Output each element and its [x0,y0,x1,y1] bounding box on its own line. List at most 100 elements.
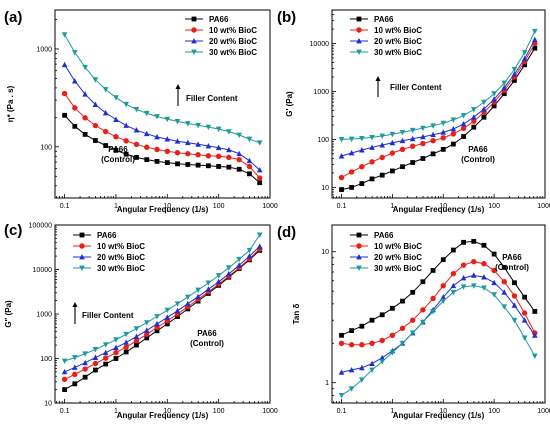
x-tick-label: 1 [114,408,118,415]
data-point [246,163,253,170]
annotation-control-label: (Control) [101,155,135,164]
data-point [123,101,129,108]
legend-entry: PA66 [209,15,229,24]
data-point [195,162,201,168]
data-point [491,279,497,286]
y-tick-label: 1 [325,380,329,387]
data-point [450,117,457,123]
data-point [420,156,426,161]
data-point [133,333,140,340]
data-point [440,298,447,305]
data-point [154,320,160,327]
data-point [399,130,406,136]
y-tick-label: 100 [40,356,52,363]
annotation-filler-content: Filler Content [82,311,134,320]
data-point [174,307,181,314]
data-point [185,162,191,167]
data-point [501,84,508,91]
data-point [256,140,263,146]
legend-entry: PA66 [374,15,394,24]
series-3 [338,36,538,159]
y-tick-label: 10 [321,185,329,192]
data-point [359,181,365,186]
legend-entry: 10 wt% BioC [374,242,422,251]
data-point [501,264,507,270]
data-point [430,268,436,273]
data-point [236,132,242,139]
legend: PA66 10 wt% BioC 20 wt% BioC 30 wt% BioC [185,15,257,57]
data-point [359,147,365,153]
data-point [133,127,140,133]
data-point [389,150,396,156]
data-point [359,163,365,170]
y-tick-label: 100 [317,137,329,144]
data-point [338,340,345,346]
data-point [461,239,466,245]
data-point [205,153,212,159]
data-point [123,122,129,128]
data-point [338,174,345,181]
data-point [61,61,68,68]
data-point [450,247,456,253]
data-point [144,331,150,337]
data-point [175,161,180,167]
data-point [236,262,242,268]
data-point [226,129,232,135]
data-point [72,123,78,129]
series-1 [339,238,538,338]
data-point [226,270,232,277]
data-point [72,371,78,378]
data-point [410,160,416,165]
x-tick-label: 10 [163,408,171,415]
data-point [82,91,88,97]
data-point [481,99,487,106]
panel-label: (d) [277,224,296,241]
data-point [123,331,129,338]
data-point [460,275,467,281]
data-point [174,138,181,144]
data-point [450,289,457,296]
data-point [511,302,518,308]
data-point [215,144,222,151]
series-2 [61,246,263,383]
data-point [144,157,150,163]
data-point [236,150,242,157]
legend-entry: 10 wt% BioC [209,26,257,35]
data-point [164,148,171,155]
data-point [236,166,242,172]
data-point [195,293,201,300]
data-point [72,355,78,361]
data-point [338,393,345,399]
data-point [205,124,212,131]
data-point [481,242,487,248]
data-point [92,122,99,129]
y-tick-label: 10 [44,401,52,408]
legend-marker [79,232,85,238]
series-4 [61,232,263,364]
data-point [113,95,119,101]
data-point [174,150,181,156]
data-point [430,131,436,138]
series-line [64,246,261,373]
data-point [460,125,467,132]
data-point [501,279,507,285]
data-point [113,337,119,343]
legend-marker [356,16,362,22]
y-tick-label: 100000 [29,223,52,230]
data-point [501,80,508,87]
x-tick-label: 0.1 [60,203,70,210]
data-point [389,168,395,174]
data-point [369,135,375,141]
data-point [185,139,191,146]
data-point [123,344,129,350]
plot-frame [331,9,546,199]
data-point [491,91,497,97]
data-point [471,118,477,124]
data-point [389,350,396,356]
data-point [460,120,467,127]
data-point [103,143,109,148]
x-axis-title: Angular Frequency (1/s) [117,411,209,420]
data-point [215,153,222,160]
data-point [226,164,232,170]
series-line [341,39,536,157]
